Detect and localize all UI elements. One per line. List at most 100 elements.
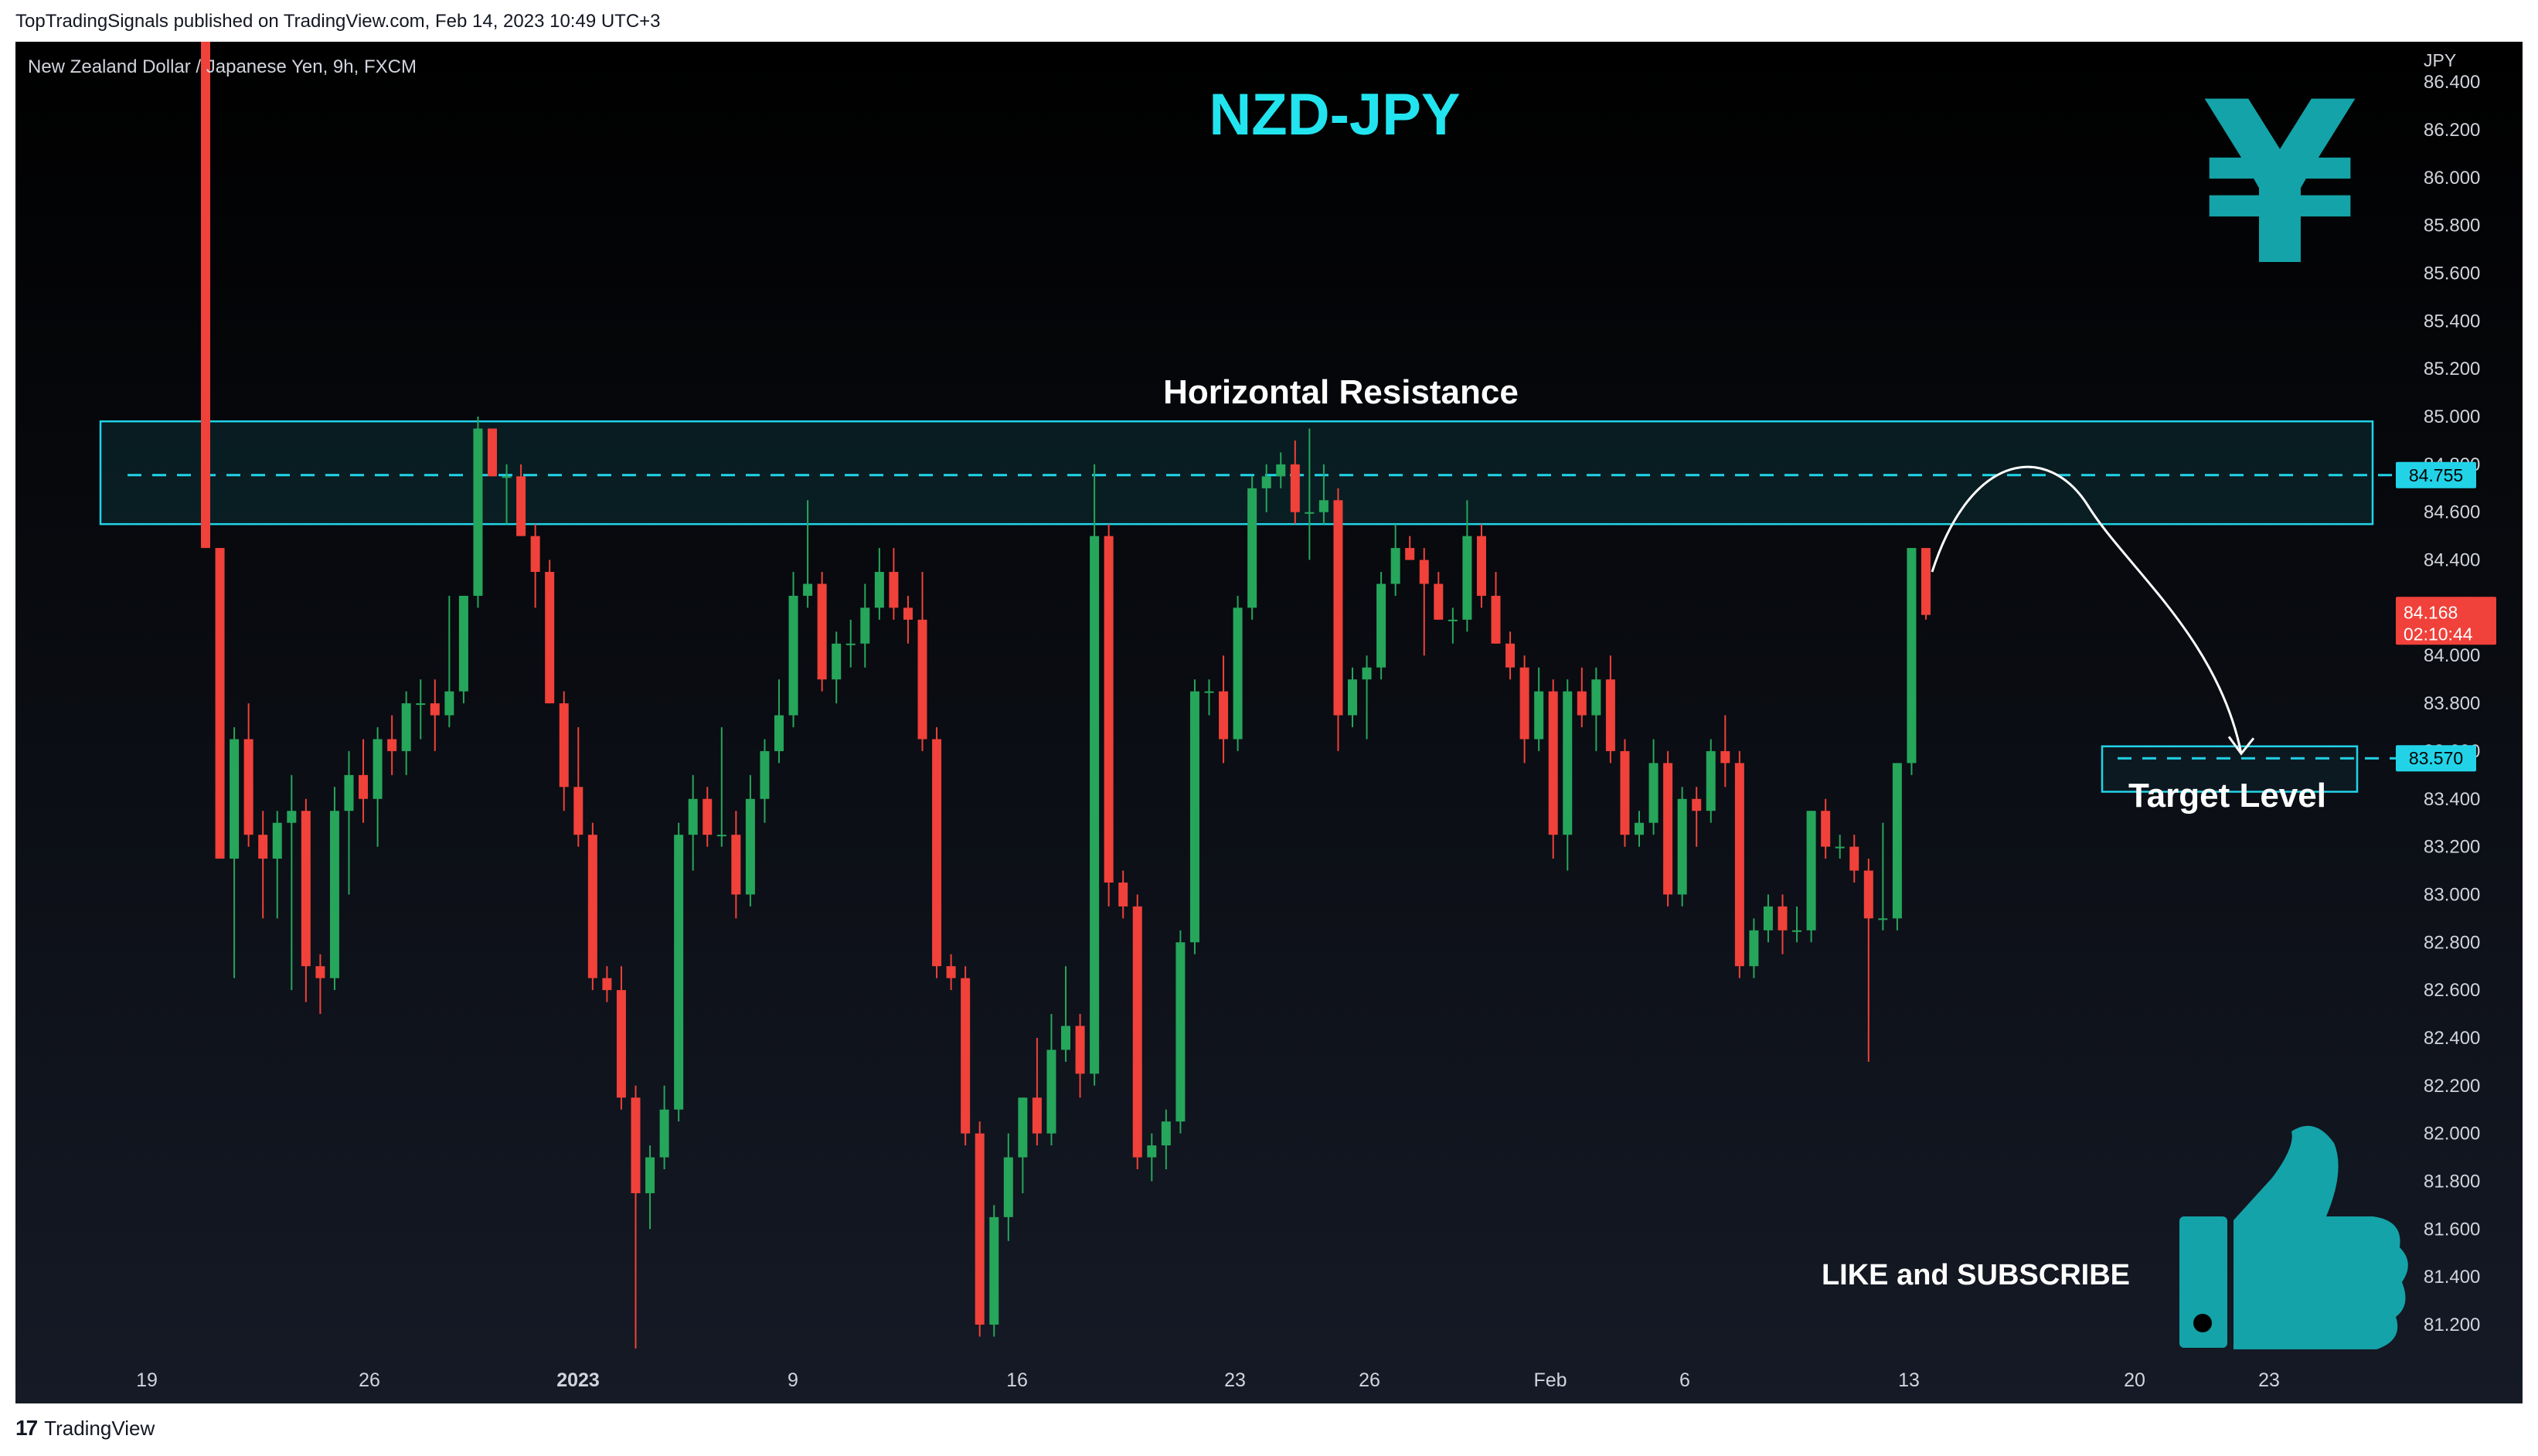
x-tick-label: 20 bbox=[2124, 1369, 2145, 1391]
y-tick-label: 84.400 bbox=[2424, 550, 2480, 571]
candle bbox=[1318, 464, 1329, 525]
candle-body bbox=[1075, 1026, 1085, 1074]
candle bbox=[1434, 572, 1444, 620]
candle-body bbox=[1419, 560, 1429, 584]
symbol-info: New Zealand Dollar / Japanese Yen, 9h, F… bbox=[28, 56, 417, 77]
candle bbox=[1591, 667, 1601, 751]
candle bbox=[458, 595, 468, 704]
x-tick-label: 23 bbox=[2258, 1369, 2280, 1391]
candle-body bbox=[416, 703, 426, 706]
tradingview-brand[interactable]: TradingView bbox=[44, 1416, 155, 1440]
candle-body bbox=[287, 811, 297, 823]
candle-body bbox=[1476, 536, 1486, 596]
y-tick-label: 81.200 bbox=[2424, 1315, 2480, 1335]
candle bbox=[315, 954, 325, 1015]
candle bbox=[1090, 464, 1100, 1086]
candle-body bbox=[1706, 750, 1716, 811]
candle-body bbox=[760, 750, 770, 799]
candle-body bbox=[645, 1157, 655, 1193]
candle bbox=[1563, 679, 1573, 871]
candle bbox=[1175, 930, 1186, 1134]
candle bbox=[1677, 787, 1687, 907]
candle-body bbox=[258, 835, 268, 859]
candle bbox=[1046, 1014, 1056, 1146]
candle bbox=[287, 774, 297, 991]
publish-info: TopTradingSignals published on TradingVi… bbox=[15, 11, 661, 32]
candle bbox=[1792, 906, 1802, 943]
candle bbox=[1577, 667, 1587, 727]
candle bbox=[1189, 679, 1199, 954]
candle-body bbox=[1032, 1097, 1042, 1134]
y-tick-label: 85.000 bbox=[2424, 407, 2480, 427]
candle bbox=[745, 774, 755, 907]
candle-body bbox=[1663, 763, 1673, 895]
candle bbox=[1204, 679, 1214, 716]
candle bbox=[473, 417, 483, 608]
candle bbox=[1419, 548, 1429, 656]
candle bbox=[845, 619, 856, 668]
candle-body bbox=[1118, 882, 1128, 907]
candle-body bbox=[444, 691, 454, 716]
candle-body bbox=[1247, 488, 1257, 608]
candle-body bbox=[1376, 583, 1386, 668]
candle-body bbox=[1806, 811, 1816, 930]
time-axis[interactable]: 19 26 2023 9 16 23 26 Feb 6 13 20 23 bbox=[136, 1369, 2280, 1391]
candle-body bbox=[774, 715, 784, 751]
target-zone[interactable] bbox=[2101, 745, 2359, 793]
candle bbox=[616, 966, 626, 1110]
candle-body bbox=[1907, 548, 1917, 764]
candle bbox=[1247, 476, 1257, 620]
x-tick-label: 9 bbox=[788, 1369, 798, 1391]
candle bbox=[1548, 679, 1558, 859]
candle bbox=[587, 822, 597, 991]
candle-body bbox=[1892, 763, 1902, 919]
candle-body bbox=[874, 572, 884, 608]
candle-body bbox=[631, 1097, 641, 1193]
candle bbox=[1720, 715, 1730, 788]
candle-body bbox=[488, 428, 497, 477]
candle bbox=[803, 500, 813, 608]
candle-body bbox=[1635, 822, 1644, 835]
candle bbox=[1348, 667, 1357, 727]
candle-body bbox=[1749, 930, 1759, 967]
candle bbox=[573, 727, 583, 847]
candle-body bbox=[243, 739, 253, 835]
candle bbox=[1362, 655, 1372, 740]
svg-text:83.570: 83.570 bbox=[2409, 748, 2463, 768]
yen-icon: ¥ bbox=[2202, 55, 2358, 315]
svg-text:84.168: 84.168 bbox=[2404, 602, 2458, 622]
tradingview-logo-icon[interactable]: 17 bbox=[15, 1416, 38, 1440]
candle-body bbox=[1290, 464, 1300, 512]
candle bbox=[703, 787, 713, 847]
candle-body bbox=[272, 822, 282, 859]
candle bbox=[903, 595, 913, 644]
candle-body bbox=[373, 739, 383, 799]
candle bbox=[1806, 811, 1816, 943]
candle-body bbox=[359, 774, 369, 799]
candle bbox=[359, 739, 369, 823]
candle-body bbox=[703, 798, 713, 835]
price-axis[interactable]: 86.400 86.200 86.000 85.800 85.600 85.400 85.2… bbox=[2424, 72, 2480, 1335]
candle-body bbox=[860, 607, 870, 644]
resistance-zone[interactable] bbox=[99, 420, 2374, 526]
candle-body bbox=[1734, 763, 1744, 967]
candle-body bbox=[301, 811, 311, 967]
candle-body bbox=[1348, 679, 1357, 716]
candle bbox=[716, 727, 726, 847]
candle-body bbox=[1046, 1049, 1056, 1134]
candle bbox=[1907, 548, 1917, 775]
projection-arrow bbox=[1931, 465, 2243, 754]
candle-body bbox=[1778, 906, 1788, 930]
candle bbox=[1462, 500, 1472, 632]
candle-body bbox=[932, 739, 942, 967]
candlestick-chart[interactable]: 86.400 86.200 86.000 85.800 85.600 85.400 85.2… bbox=[15, 42, 2523, 1403]
chart-panel[interactable]: 86.400 86.200 86.000 85.800 85.600 85.400 85.2… bbox=[15, 42, 2523, 1403]
candle-body bbox=[573, 787, 583, 835]
candle-body bbox=[315, 966, 325, 978]
candle-body bbox=[1276, 464, 1286, 477]
candle-body bbox=[1147, 1145, 1157, 1158]
candle-body bbox=[1061, 1026, 1070, 1050]
candle-body bbox=[1003, 1157, 1013, 1217]
candle bbox=[243, 703, 253, 847]
candle bbox=[1892, 763, 1902, 930]
